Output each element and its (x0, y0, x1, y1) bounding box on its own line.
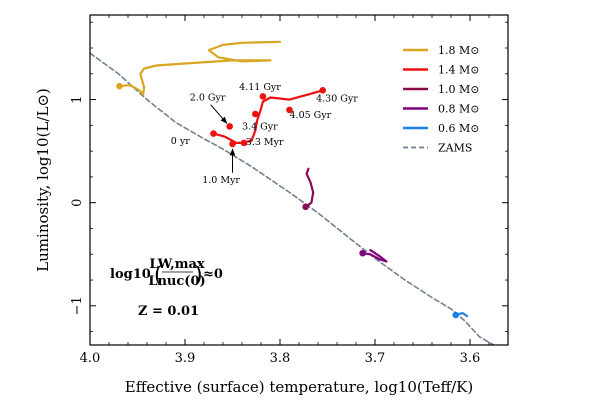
track-point-5 (252, 110, 259, 118)
track-point-4 (226, 123, 233, 130)
series-line-0-8-m (361, 249, 388, 263)
plot-frame (89, 14, 509, 346)
series-line-1-8-m (118, 40, 282, 96)
legend-label-1-4-m: 1.4 M⊙ (438, 64, 479, 77)
x-tick-label-0: 4.0 (80, 351, 101, 366)
x-axis-title: Effective (surface) temperature, log10(T… (125, 378, 473, 396)
y-axis-title: Luminosity, log10(L/L⊙) (34, 88, 52, 272)
annotation-layer: 0 yr 1.0 Myr 3.3 Myr 2.0 Gyr 3.4 Gyr 4.05 Gyr… (171, 82, 358, 186)
formula-rhs: ≈0 (203, 267, 223, 282)
legend-label-1-0-m: 1.0 M⊙ (438, 83, 479, 96)
formula-lhs: log10 (110, 267, 151, 282)
series-line-1-0-m (304, 167, 315, 208)
x-tick-label-2: 3.8 (270, 351, 291, 366)
age-label-5: 4.05 Gyr (290, 110, 332, 121)
x-tick-label-3: 3.7 (365, 351, 386, 366)
z-label: Z = 0.01 (138, 304, 199, 319)
series-layer (90, 40, 495, 345)
track-point-0 (116, 82, 123, 90)
y-tick-label-0: −1 (70, 296, 85, 315)
track-point-11 (452, 311, 460, 319)
formula-denominator: Lnuc(0) (148, 274, 205, 289)
formula: log10 ( LW,max Lnuc(0) ) ≈0 (110, 257, 223, 289)
track-point-1 (210, 130, 217, 137)
track-point-9 (302, 203, 309, 211)
age-label-6: 4.11 Gyr (239, 82, 281, 93)
legend-label-1-8-m: 1.8 M⊙ (438, 44, 479, 57)
track-point-6 (259, 93, 267, 100)
legend-label-0-6-m: 0.6 M⊙ (438, 122, 479, 135)
age-label-7: 4.30 Gyr (316, 94, 358, 105)
track-point-7 (286, 106, 293, 114)
marker-layer (116, 82, 460, 319)
track-point-2 (229, 140, 236, 148)
age-label-2: 3.3 Myr (246, 137, 284, 148)
legend-label-zams: ZAMS (438, 142, 472, 155)
x-tick-label-4: 3.6 (460, 351, 481, 366)
series-line-1-4-m (212, 89, 324, 144)
track-point-8 (319, 86, 327, 94)
age-label-0: 0 yr (171, 136, 190, 147)
tick-layer: 4.0 3.9 3.8 3.7 3.6 −1 0 1 (70, 15, 508, 366)
formula-close-paren: ) (194, 263, 203, 288)
series-line-zams (90, 52, 495, 345)
annotation-arrow-0 (210, 104, 228, 124)
age-label-1: 1.0 Myr (202, 175, 240, 186)
x-tick-label-1: 3.9 (175, 351, 196, 366)
formula-numerator: LW,max (149, 257, 205, 272)
legend: 1.8 M⊙ 1.4 M⊙ 1.0 M⊙ 0.8 M⊙ 0.6 M⊙ ZAMS (403, 44, 479, 155)
age-label-3: 2.0 Gyr (190, 93, 226, 104)
y-tick-label-2: 1 (70, 95, 85, 103)
age-label-4: 3.4 Gyr (242, 121, 278, 132)
y-tick-label-1: 0 (70, 199, 85, 207)
track-point-10 (359, 249, 366, 257)
legend-label-0-8-m: 0.8 M⊙ (438, 103, 479, 116)
formula-open-paren: ( (154, 263, 163, 288)
track-point-3 (240, 139, 248, 147)
arrow-layer (210, 104, 236, 173)
